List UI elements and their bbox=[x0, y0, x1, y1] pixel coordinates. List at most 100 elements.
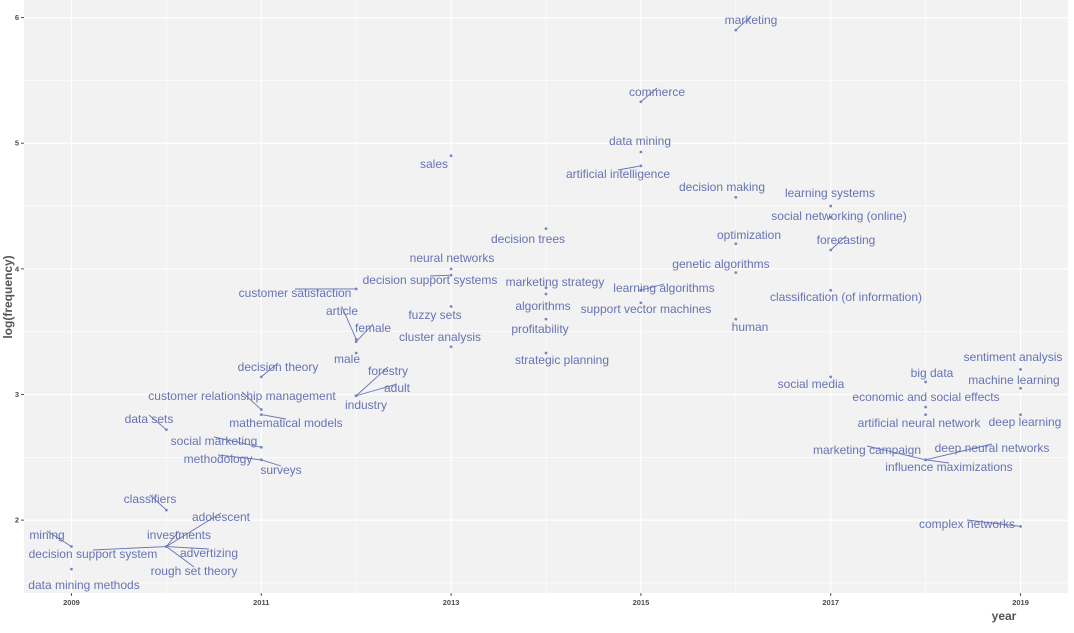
y-tick-label: 5 bbox=[15, 139, 19, 148]
point-marketing bbox=[734, 29, 737, 32]
x-tick-label: 2013 bbox=[443, 598, 460, 607]
label-artificial-intelligence: artificial intelligence bbox=[566, 167, 670, 181]
label-customer-relationship-management: customer relationship management bbox=[148, 389, 336, 403]
label-decision-support-system: decision support system bbox=[29, 547, 158, 561]
label-customer-satisfaction: customer satisfaction bbox=[239, 286, 352, 300]
x-tick-label: 2011 bbox=[253, 598, 269, 607]
y-axis-label: log(frequency) bbox=[1, 255, 15, 338]
point-surveys bbox=[260, 458, 263, 461]
label-decision-support-systems: decision support systems bbox=[363, 273, 498, 287]
label-forestry: forestry bbox=[368, 364, 408, 378]
label-social-media: social media bbox=[778, 377, 845, 391]
label-decision-theory: decision theory bbox=[238, 360, 319, 374]
label-complex-networks: complex networks bbox=[919, 517, 1015, 531]
label-profitability: profitability bbox=[511, 322, 568, 336]
label-decision-making: decision making bbox=[679, 180, 765, 194]
point-decision-making bbox=[734, 196, 737, 199]
point-complex-networks bbox=[1019, 525, 1022, 528]
x-tick-label: 2019 bbox=[1012, 598, 1029, 607]
point-customer-relationship-management bbox=[260, 408, 263, 411]
label-article: article bbox=[326, 304, 358, 318]
point-classifiers bbox=[165, 509, 168, 512]
point-algorithms bbox=[545, 293, 548, 296]
point-profitability bbox=[545, 318, 548, 321]
label-learning-algorithms: learning algorithms bbox=[613, 281, 714, 295]
point-optimization bbox=[734, 242, 737, 245]
label-adolescent: adolescent bbox=[192, 510, 251, 524]
point-decision-trees bbox=[545, 227, 548, 230]
point-learning-systems bbox=[829, 205, 832, 208]
label-marketing-campaign: marketing campaign bbox=[813, 443, 921, 457]
label-support-vector-machines: support vector machines bbox=[581, 302, 712, 316]
x-tick-label: 2015 bbox=[633, 598, 650, 607]
point-machine-learning bbox=[1019, 387, 1022, 390]
point-article bbox=[355, 338, 358, 341]
label-methodology: methodology bbox=[184, 452, 253, 466]
label-strategic-planning: strategic planning bbox=[515, 353, 609, 367]
point-female bbox=[355, 340, 358, 343]
label-forecasting: forecasting bbox=[817, 233, 876, 247]
label-neural-networks: neural networks bbox=[410, 251, 495, 265]
point-social-marketing bbox=[260, 446, 263, 449]
label-deep-neural-networks: deep neural networks bbox=[935, 441, 1050, 455]
label-social-networking-online: social networking (online) bbox=[771, 209, 906, 223]
label-learning-systems: learning systems bbox=[785, 186, 875, 200]
label-optimization: optimization bbox=[717, 228, 781, 242]
label-data-mining: data mining bbox=[609, 134, 671, 148]
point-economic-and-social-effects bbox=[924, 406, 927, 409]
label-machine-learning: machine learning bbox=[968, 373, 1059, 387]
label-classifiers: classifiers bbox=[124, 492, 177, 506]
point-data-mining bbox=[640, 151, 643, 154]
point-decision-theory bbox=[260, 376, 263, 379]
label-adult: adult bbox=[384, 381, 411, 395]
point-cluster-analysis bbox=[450, 345, 453, 348]
label-marketing-strategy: marketing strategy bbox=[506, 275, 605, 289]
y-tick-label: 3 bbox=[15, 390, 19, 399]
point-genetic-algorithms bbox=[734, 271, 737, 274]
point-commerce bbox=[640, 100, 643, 103]
point-forecasting bbox=[829, 249, 832, 252]
label-social-marketing: social marketing bbox=[171, 434, 258, 448]
label-big-data: big data bbox=[911, 366, 954, 380]
label-marketing: marketing bbox=[725, 13, 778, 27]
label-influence-maximizations: influence maximizations bbox=[885, 460, 1012, 474]
label-industry: industry bbox=[345, 398, 387, 412]
label-mathematical-models: mathematical models bbox=[229, 416, 342, 430]
label-sales: sales bbox=[420, 157, 448, 171]
point-customer-satisfaction bbox=[355, 288, 358, 291]
label-mining: mining bbox=[29, 528, 64, 542]
label-data-sets: data sets bbox=[125, 412, 174, 426]
x-tick-label: 2017 bbox=[822, 598, 839, 607]
label-decision-trees: decision trees bbox=[491, 232, 565, 246]
point-data-mining-methods bbox=[70, 568, 73, 571]
label-commerce: commerce bbox=[629, 85, 685, 99]
label-data-mining-methods: data mining methods bbox=[28, 578, 139, 592]
label-female: female bbox=[355, 321, 391, 335]
label-surveys: surveys bbox=[260, 463, 301, 477]
label-deep-learning: deep learning bbox=[989, 415, 1062, 429]
label-algorithms: algorithms bbox=[515, 299, 570, 313]
point-sentiment-analysis bbox=[1019, 368, 1022, 371]
label-cluster-analysis: cluster analysis bbox=[399, 330, 481, 344]
point-data-sets bbox=[165, 428, 168, 431]
label-classification-of-information: classification (of information) bbox=[770, 290, 922, 304]
point-industry bbox=[355, 394, 358, 397]
label-advertizing: advertizing bbox=[180, 546, 238, 560]
label-genetic-algorithms: genetic algorithms bbox=[672, 257, 769, 271]
x-axis-label: year bbox=[992, 609, 1017, 623]
point-neural-networks bbox=[450, 267, 453, 270]
label-economic-and-social-effects: economic and social effects bbox=[852, 390, 999, 404]
label-artificial-neural-network: artificial neural network bbox=[858, 416, 982, 430]
label-rough-set-theory: rough set theory bbox=[151, 564, 238, 578]
y-tick-label: 4 bbox=[15, 264, 20, 273]
point-rough-set-theory bbox=[165, 545, 168, 548]
y-tick-label: 2 bbox=[15, 516, 19, 525]
label-fuzzy-sets: fuzzy sets bbox=[408, 308, 461, 322]
point-sales bbox=[450, 154, 453, 157]
label-sentiment-analysis: sentiment analysis bbox=[964, 350, 1063, 364]
x-tick-label: 2009 bbox=[63, 598, 80, 607]
label-human: human bbox=[732, 320, 769, 334]
point-big-data bbox=[924, 381, 927, 384]
label-investments: investments bbox=[147, 528, 211, 542]
